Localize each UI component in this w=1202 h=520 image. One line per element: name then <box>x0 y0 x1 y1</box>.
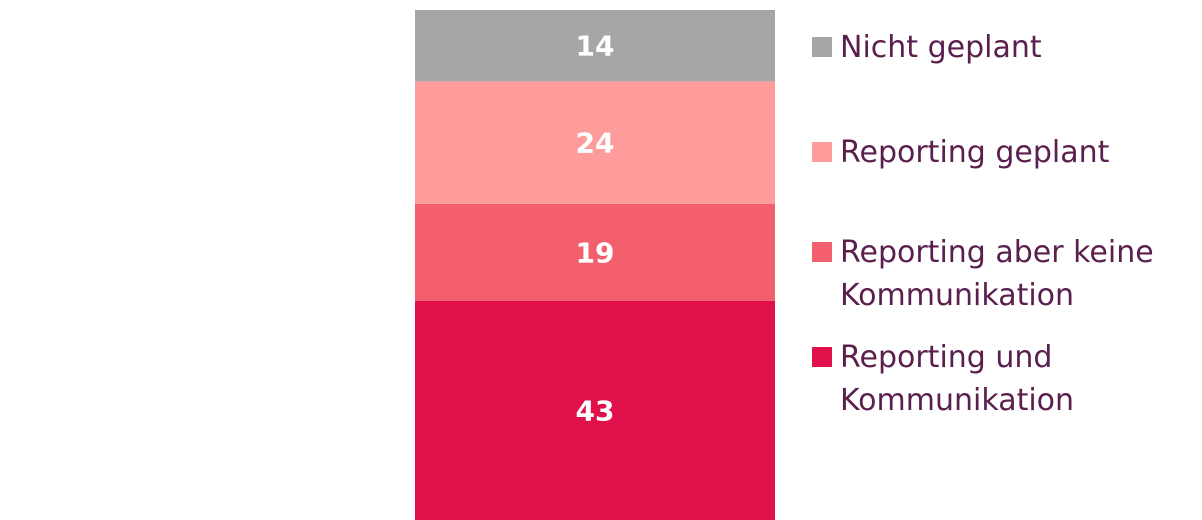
data-label: 24 <box>576 127 615 160</box>
bar-segment <box>415 10 775 82</box>
bar-segment <box>415 81 775 204</box>
legend-swatch <box>812 242 832 262</box>
data-label: 43 <box>576 394 615 427</box>
data-label: 19 <box>576 236 615 269</box>
legend-item: Reporting aber keine Kommunikation <box>812 235 1192 317</box>
legend-item: Nicht geplant <box>812 30 1192 69</box>
legend-label: Reporting aber keine Kommunikation <box>840 235 1154 313</box>
legend-item: Reporting geplant <box>812 135 1192 174</box>
legend-swatch <box>812 37 832 57</box>
data-label: 14 <box>576 30 615 63</box>
legend-label: Nicht geplant <box>840 30 1042 65</box>
bar-segment <box>415 203 775 301</box>
legend-label: Reporting und Kommunikation <box>840 340 1075 418</box>
legend-label: Reporting geplant <box>840 135 1110 170</box>
legend-item: Reporting und Kommunikation <box>812 340 1192 422</box>
bar-segment <box>415 300 775 520</box>
legend-swatch <box>812 347 832 367</box>
legend-swatch <box>812 142 832 162</box>
